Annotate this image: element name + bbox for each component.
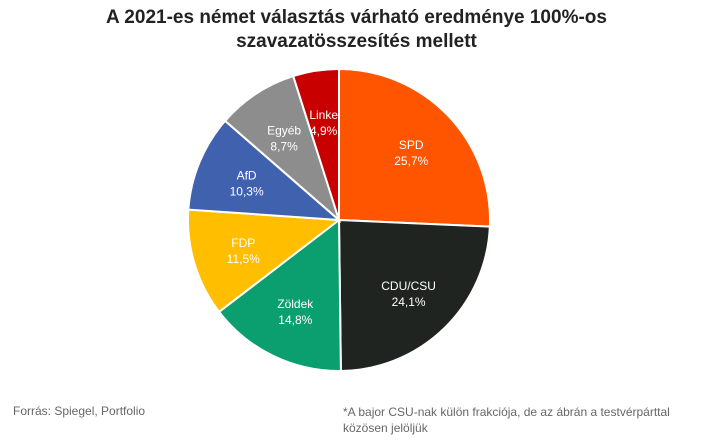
- pie-slices: [187, 67, 491, 373]
- slice-label-linke: Linke: [309, 108, 338, 122]
- pie-slice-egyeb: [223, 74, 342, 224]
- pie-slice-linke: [291, 67, 340, 221]
- slice-label-fdp: FDP: [231, 236, 255, 250]
- slice-value-cdu-csu: 24,1%: [392, 295, 426, 309]
- pie-slice-afd: [187, 119, 342, 222]
- slice-value-egyeb: 8,7%: [270, 139, 298, 153]
- pie-labels: SPD 25,7% CDU/CSU 24,1% Zöldek 14,8% FDP 11,5% A…: [227, 108, 436, 327]
- slice-label-zoldek: Zöldek: [277, 297, 314, 311]
- source-note: Forrás: Spiegel, Portfolio: [13, 404, 146, 418]
- pie-slice-spd: [338, 67, 491, 228]
- slice-label-afd: AfD: [237, 169, 257, 183]
- slice-value-afd: 10,3%: [230, 185, 264, 199]
- chart-title-line-1: A 2021-es német választás várható eredmé…: [106, 7, 607, 28]
- chart-title: A 2021-es német választás várható eredmé…: [0, 6, 713, 54]
- chart-title-line-2: szavazatösszesítés mellett: [236, 31, 477, 52]
- slice-value-fdp: 11,5%: [227, 252, 260, 266]
- slice-value-spd: 25,7%: [394, 154, 428, 168]
- slice-value-zoldek: 14,8%: [278, 313, 312, 327]
- pie-slice-zoldek: [217, 217, 342, 372]
- pie-slice-fdp: [187, 208, 342, 314]
- pie-slice-cdu-csu: [337, 218, 491, 373]
- slice-label-spd: SPD: [399, 138, 424, 152]
- footnote: *A bajor CSU-nak külön frakciója, de az …: [343, 405, 670, 435]
- slice-value-linke: 4,9%: [310, 124, 338, 138]
- slice-label-cdu-csu: CDU/CSU: [381, 279, 436, 293]
- slice-label-egyeb: Egyéb: [267, 123, 301, 137]
